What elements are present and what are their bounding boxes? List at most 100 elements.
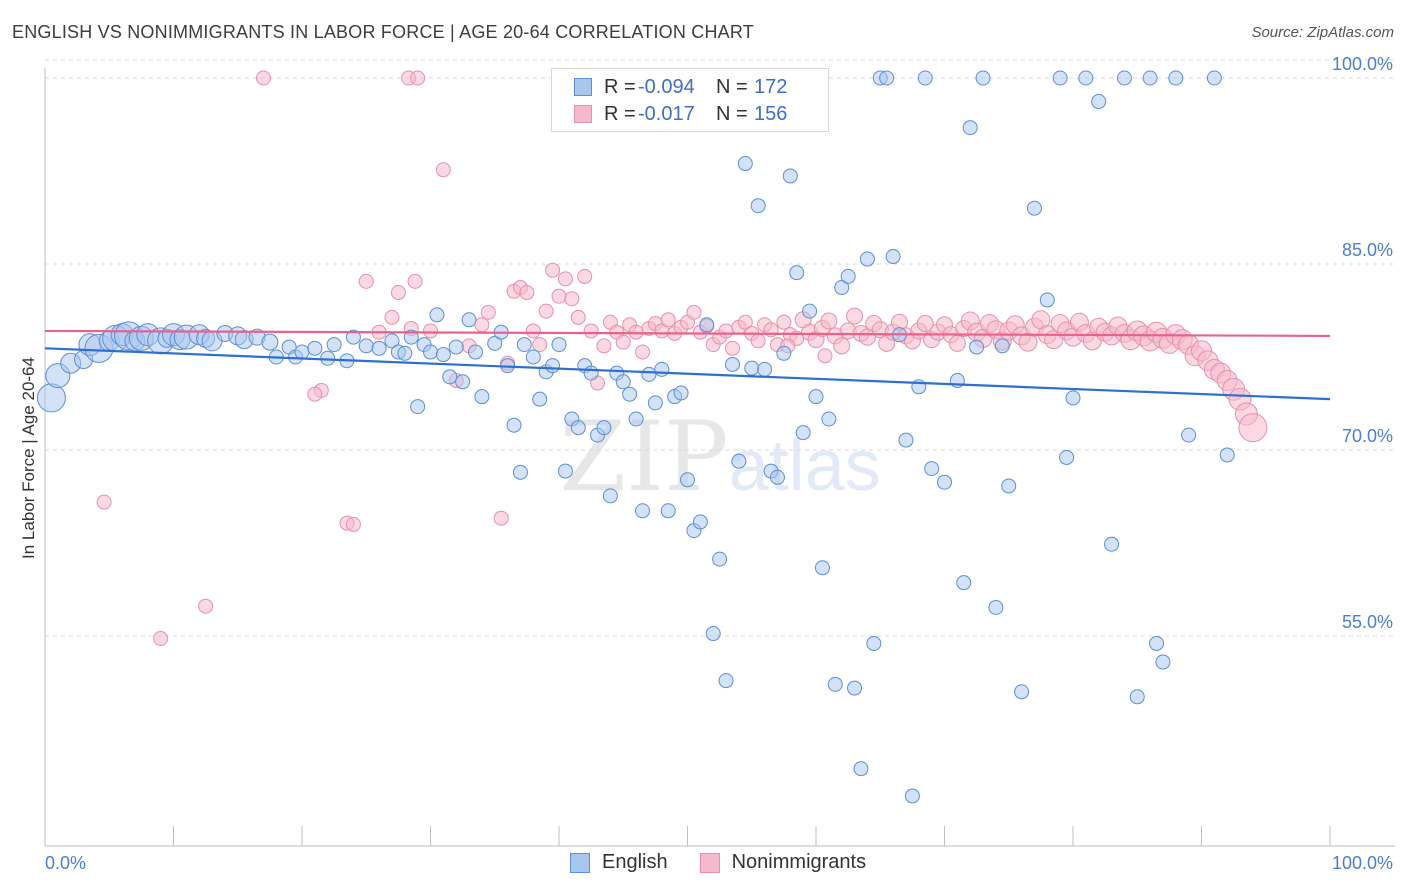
english-point — [622, 386, 638, 402]
nonimmigrants-point — [410, 70, 426, 86]
nonimmigrants-point — [407, 273, 423, 289]
english-point — [1039, 292, 1055, 308]
english-point — [261, 333, 279, 351]
x-tick-label: 0.0% — [45, 853, 86, 873]
nonimmigrants-point — [435, 162, 451, 178]
english-point — [635, 503, 651, 519]
english-point — [1206, 70, 1222, 86]
nonimmigrants-point — [545, 262, 561, 278]
nonimmigrants-point — [750, 333, 766, 349]
legend-row-nonimmigrants: R = -0.017 N = 156 — [574, 101, 787, 127]
english-point — [802, 303, 818, 319]
nonimmigrants-point — [423, 323, 438, 339]
r-label: R = — [604, 102, 636, 125]
y-tick-label: 55.0% — [1342, 612, 1393, 632]
nonimmigrants-point — [718, 323, 734, 339]
legend-item-nonimmigrants: Nonimmigrants — [699, 851, 866, 874]
english-point — [474, 389, 490, 405]
watermark-zip: ZIP — [559, 401, 728, 513]
nonimmigrants-point — [480, 304, 496, 320]
nonimmigrants-point — [532, 337, 548, 353]
nonimmigrants-trend-line — [44, 329, 1331, 338]
english-point — [294, 344, 310, 360]
nonimmigrants-point — [557, 271, 573, 287]
english-point — [1142, 70, 1158, 86]
english-point — [506, 417, 522, 433]
english-point — [461, 312, 477, 328]
english-point — [647, 395, 663, 411]
english-point — [628, 411, 644, 427]
english-point — [467, 344, 483, 360]
english-swatch — [570, 852, 590, 873]
nonimmigrants-point — [948, 334, 966, 352]
english-point — [384, 333, 400, 349]
english-point — [602, 488, 618, 504]
english-point — [680, 472, 695, 488]
nonimmigrants-point — [820, 312, 838, 330]
english-point — [641, 366, 657, 382]
nonimmigrants-point — [583, 323, 599, 339]
english-point — [307, 340, 323, 356]
english-point — [1168, 70, 1184, 86]
y-axis-label: In Labor Force | Age 20-64 — [19, 357, 38, 559]
english-point — [358, 338, 374, 354]
x-tick-labels: 0.0% 100.0% — [45, 853, 1393, 873]
english-point — [924, 461, 940, 477]
english-point — [345, 329, 361, 345]
english-point — [744, 360, 760, 376]
english-point — [737, 156, 753, 172]
nonimmigrants-point — [737, 314, 753, 330]
nonimmigrants-swatch — [699, 852, 720, 873]
english-point — [724, 356, 740, 372]
y-tick-label: 100.0% — [1332, 54, 1393, 74]
nonimmigrants-point — [493, 510, 509, 526]
nonimmigrants-point — [686, 304, 702, 320]
english-point — [917, 70, 933, 86]
english-point — [750, 198, 766, 214]
english-point — [975, 70, 991, 86]
english-point — [853, 761, 869, 777]
english-point — [371, 340, 387, 356]
nonimmigrants-point — [833, 337, 851, 355]
trend-lines — [44, 329, 1331, 401]
english-point — [1078, 70, 1094, 86]
nonimmigrants-point — [255, 70, 271, 86]
english-points — [36, 70, 1235, 804]
nonimmigrants-point — [538, 303, 554, 319]
nonimmigrants-point — [384, 309, 400, 325]
english-point — [570, 420, 586, 436]
nonimmigrants-point — [916, 315, 934, 333]
english-point — [448, 339, 464, 355]
english-point — [937, 474, 952, 490]
english-point — [525, 349, 541, 365]
english-point — [847, 680, 863, 696]
english-point — [814, 560, 830, 576]
nonimmigrants-point — [525, 323, 541, 339]
nonimmigrants-point — [153, 630, 169, 646]
english-point — [1104, 536, 1120, 552]
nonimmigrants-point — [564, 291, 580, 307]
english-point — [1219, 447, 1235, 463]
nonimmigrants-point — [390, 285, 406, 301]
english-point — [904, 788, 920, 804]
legend-label-english: English — [602, 851, 668, 873]
english-point — [455, 374, 471, 390]
english-point — [962, 120, 978, 136]
english-point — [1065, 390, 1081, 406]
english-point — [885, 249, 901, 265]
nonimmigrants-point — [577, 268, 593, 284]
english-point — [1001, 478, 1017, 494]
y-tick-labels: 55.0% 70.0% 85.0% 100.0% — [1332, 54, 1393, 632]
english-point — [827, 676, 843, 692]
chart-title: ENGLISH VS NONIMMIGRANTS IN LABOR FORCE … — [12, 22, 754, 42]
english-point — [1059, 449, 1075, 465]
english-point — [429, 307, 445, 323]
english-trend-line — [44, 347, 1331, 401]
english-point — [840, 268, 856, 284]
english-point — [956, 575, 972, 591]
stats-legend: R = -0.094 N = 172 R = -0.017 N = 156 — [551, 68, 829, 132]
english-point — [1149, 635, 1165, 651]
english-point — [410, 399, 426, 415]
english-point — [654, 361, 670, 377]
english-point — [757, 361, 773, 377]
